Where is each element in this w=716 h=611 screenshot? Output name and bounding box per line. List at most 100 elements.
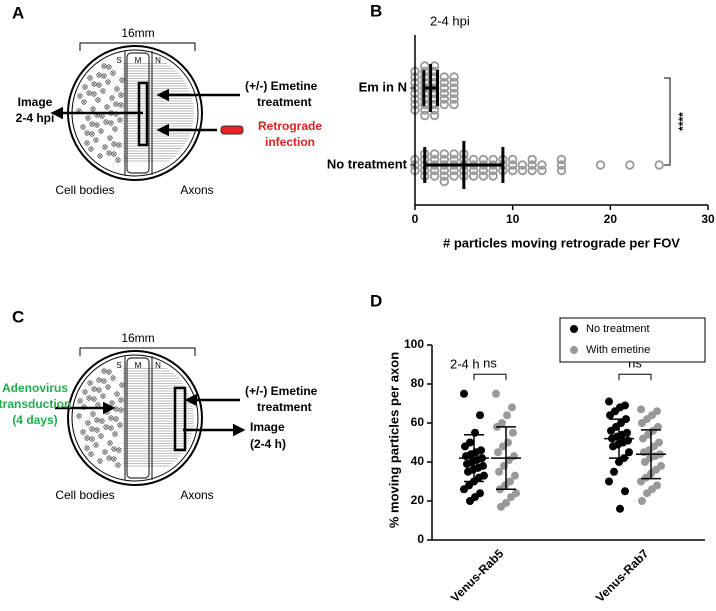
label: 2-4 hpi [16,111,55,125]
nucleus [111,402,113,404]
x-axis-label: # particles moving retrograde per FOV [443,235,680,250]
x-tick-label: 10 [506,212,520,226]
nucleus [104,146,106,148]
nucleus [105,121,107,123]
point [625,448,633,457]
point [429,149,440,159]
label: Image [18,95,53,109]
point [511,471,519,480]
label: infection [265,135,315,149]
y-tick-label: 100 [404,337,424,351]
point [449,88,459,99]
chamber-label: N [155,361,161,370]
point [621,487,629,496]
nucleus [103,380,105,382]
nucleus [119,424,121,426]
point [641,458,649,466]
nucleus [118,449,120,451]
nucleus [96,429,98,431]
nucleus [102,395,104,397]
annotation: ns [483,356,497,371]
nucleus [120,104,122,106]
point [420,61,430,71]
point [449,72,459,82]
point [527,165,537,176]
nucleus [87,117,89,119]
point [637,477,645,486]
nucleus [112,72,114,74]
label: Image [250,420,285,434]
y-tick-label: No treatment [327,156,408,171]
label: Axons [180,488,213,502]
chamber-label: M [135,56,142,65]
nucleus [91,428,93,430]
nucleus [90,148,92,150]
label: (+/-) Emetine [245,79,318,93]
point [637,405,645,414]
y-tick-label: 20 [411,493,425,507]
nucleus [100,435,102,437]
point [420,105,430,115]
y-tick-label: Em in N [359,79,407,94]
nucleus [110,427,112,429]
point [556,165,567,176]
nucleus [120,399,122,401]
nucleus [107,81,109,83]
nucleus [86,142,88,144]
point [508,403,516,412]
significance-bracket [664,77,671,166]
point [625,160,635,170]
scale-label: 16mm [121,331,154,345]
y-tick-label: 0 [417,532,424,546]
point [638,419,646,427]
nucleus [91,438,93,440]
panel-label: D [370,291,382,310]
point [464,467,472,476]
point [507,154,518,165]
nucleus [93,93,95,95]
nucleus [88,397,90,399]
y-tick-label: 80 [411,376,425,390]
point [503,411,511,420]
error-bar [423,141,505,189]
label: (2-4 h) [250,437,286,451]
nucleus [121,384,123,386]
point [429,110,440,121]
point [466,497,474,505]
y-axis-label: % moving particles per axon [386,352,401,528]
x-tick-label: 30 [701,212,715,226]
legend-label: With emetine [586,344,650,356]
legend-marker [570,346,578,354]
point [639,434,647,443]
nucleus [108,371,110,373]
nucleus [96,419,98,421]
nucleus [89,77,91,79]
nucleus [113,448,115,450]
label: Adenovirus [2,381,68,395]
point [537,160,547,170]
dish-inner [71,354,199,482]
label: Cell bodies [55,488,114,502]
nucleus [93,388,95,390]
nucleus [117,464,119,466]
point [497,502,505,511]
nucleus [95,139,97,141]
significance-bracket [473,373,507,381]
scale-label: 16mm [121,26,154,40]
point [606,411,614,420]
point [449,77,459,88]
point [499,442,507,451]
point [494,448,502,457]
point [449,83,459,93]
point [449,149,459,159]
legend-label: No treatment [586,323,650,335]
point [460,485,468,494]
nucleus [79,95,81,97]
point [488,171,498,181]
x-tick-label: Venus-Rab7 [593,546,652,605]
nucleus [98,74,100,76]
nucleus [98,84,100,86]
nucleus [86,447,88,449]
point [640,448,648,457]
nucleus [90,453,92,455]
